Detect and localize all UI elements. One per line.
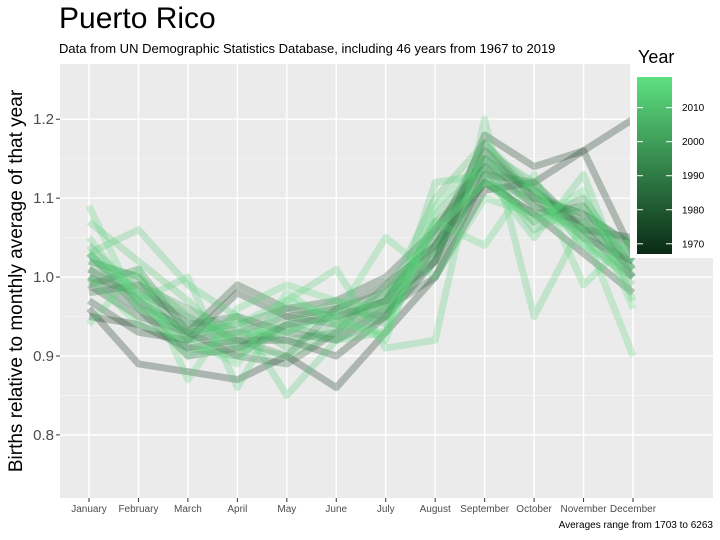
y-tick-label: 0.8 bbox=[33, 427, 54, 444]
series-line-2006 bbox=[86, 147, 636, 352]
series-lines bbox=[85, 115, 637, 399]
series-line-1970 bbox=[88, 131, 637, 360]
series-line-1967 bbox=[86, 116, 635, 391]
x-tick-label: May bbox=[277, 504, 296, 515]
series-line-2019 bbox=[86, 155, 635, 360]
x-tick-label: June bbox=[325, 504, 347, 515]
y-tick-label: 1.1 bbox=[33, 190, 54, 207]
legend-ticks: 1970 1980 1990 2000 2010 bbox=[637, 103, 705, 250]
x-tick-label: March bbox=[174, 504, 202, 515]
legend-title: Year bbox=[638, 47, 674, 67]
x-tick-label: December bbox=[610, 504, 657, 515]
series-line-1973 bbox=[87, 178, 636, 344]
chart-title: Puerto Rico bbox=[59, 2, 216, 35]
legend-tick-label: 2010 bbox=[682, 103, 705, 114]
y-axis: 0.8 0.9 1.0 1.1 1.2 bbox=[33, 111, 60, 444]
x-tick-label: April bbox=[227, 504, 247, 515]
legend-tick-label: 1970 bbox=[682, 239, 705, 250]
x-tick-label: August bbox=[420, 504, 451, 515]
y-axis-label: Births relative to monthly average of th… bbox=[6, 89, 27, 472]
series-line-2003 bbox=[86, 178, 635, 352]
series-line-2017 bbox=[85, 194, 637, 358]
y-tick-label: 1.2 bbox=[33, 111, 54, 128]
series-line-2013 bbox=[87, 171, 637, 399]
series-line-2011 bbox=[86, 139, 635, 360]
series-line-2000 bbox=[87, 155, 635, 344]
series-line-2018 bbox=[86, 178, 637, 368]
chart-subtitle: Data from UN Demographic Statistics Data… bbox=[59, 41, 556, 56]
legend: Year 1970 1980 1990 2000 2010 bbox=[630, 40, 714, 258]
legend-colorbar bbox=[637, 77, 672, 254]
y-tick-label: 0.9 bbox=[33, 348, 54, 365]
series-line-1979 bbox=[87, 147, 635, 360]
series-line-1976 bbox=[87, 155, 636, 336]
series-line-2009 bbox=[87, 163, 636, 344]
x-tick-label: January bbox=[71, 504, 107, 515]
x-tick-label: November bbox=[560, 504, 607, 515]
x-tick-label: October bbox=[516, 504, 552, 515]
major-gridlines bbox=[60, 64, 713, 498]
minor-gridlines bbox=[60, 158, 713, 396]
series-line-1985 bbox=[88, 163, 636, 344]
series-line-2016 bbox=[86, 171, 636, 384]
series-line-1997 bbox=[86, 171, 636, 360]
x-axis: January February March April May June July Augu… bbox=[71, 498, 657, 515]
chart-caption: Averages range from 1703 to 6263 bbox=[558, 520, 713, 531]
plot-panel bbox=[60, 64, 713, 498]
series-line-2015 bbox=[86, 115, 635, 391]
series-line-1982 bbox=[87, 171, 634, 368]
series-line-1991 bbox=[87, 178, 636, 360]
x-tick-label: July bbox=[377, 504, 395, 515]
x-tick-label: February bbox=[118, 504, 158, 515]
legend-tick-label: 1980 bbox=[682, 205, 705, 216]
series-line-1988 bbox=[87, 139, 635, 344]
legend-tick-label: 1990 bbox=[682, 171, 705, 182]
y-tick-label: 1.0 bbox=[33, 269, 54, 286]
x-tick-label: September bbox=[460, 504, 510, 515]
series-line-1994 bbox=[87, 163, 635, 336]
legend-tick-label: 2000 bbox=[682, 137, 705, 148]
